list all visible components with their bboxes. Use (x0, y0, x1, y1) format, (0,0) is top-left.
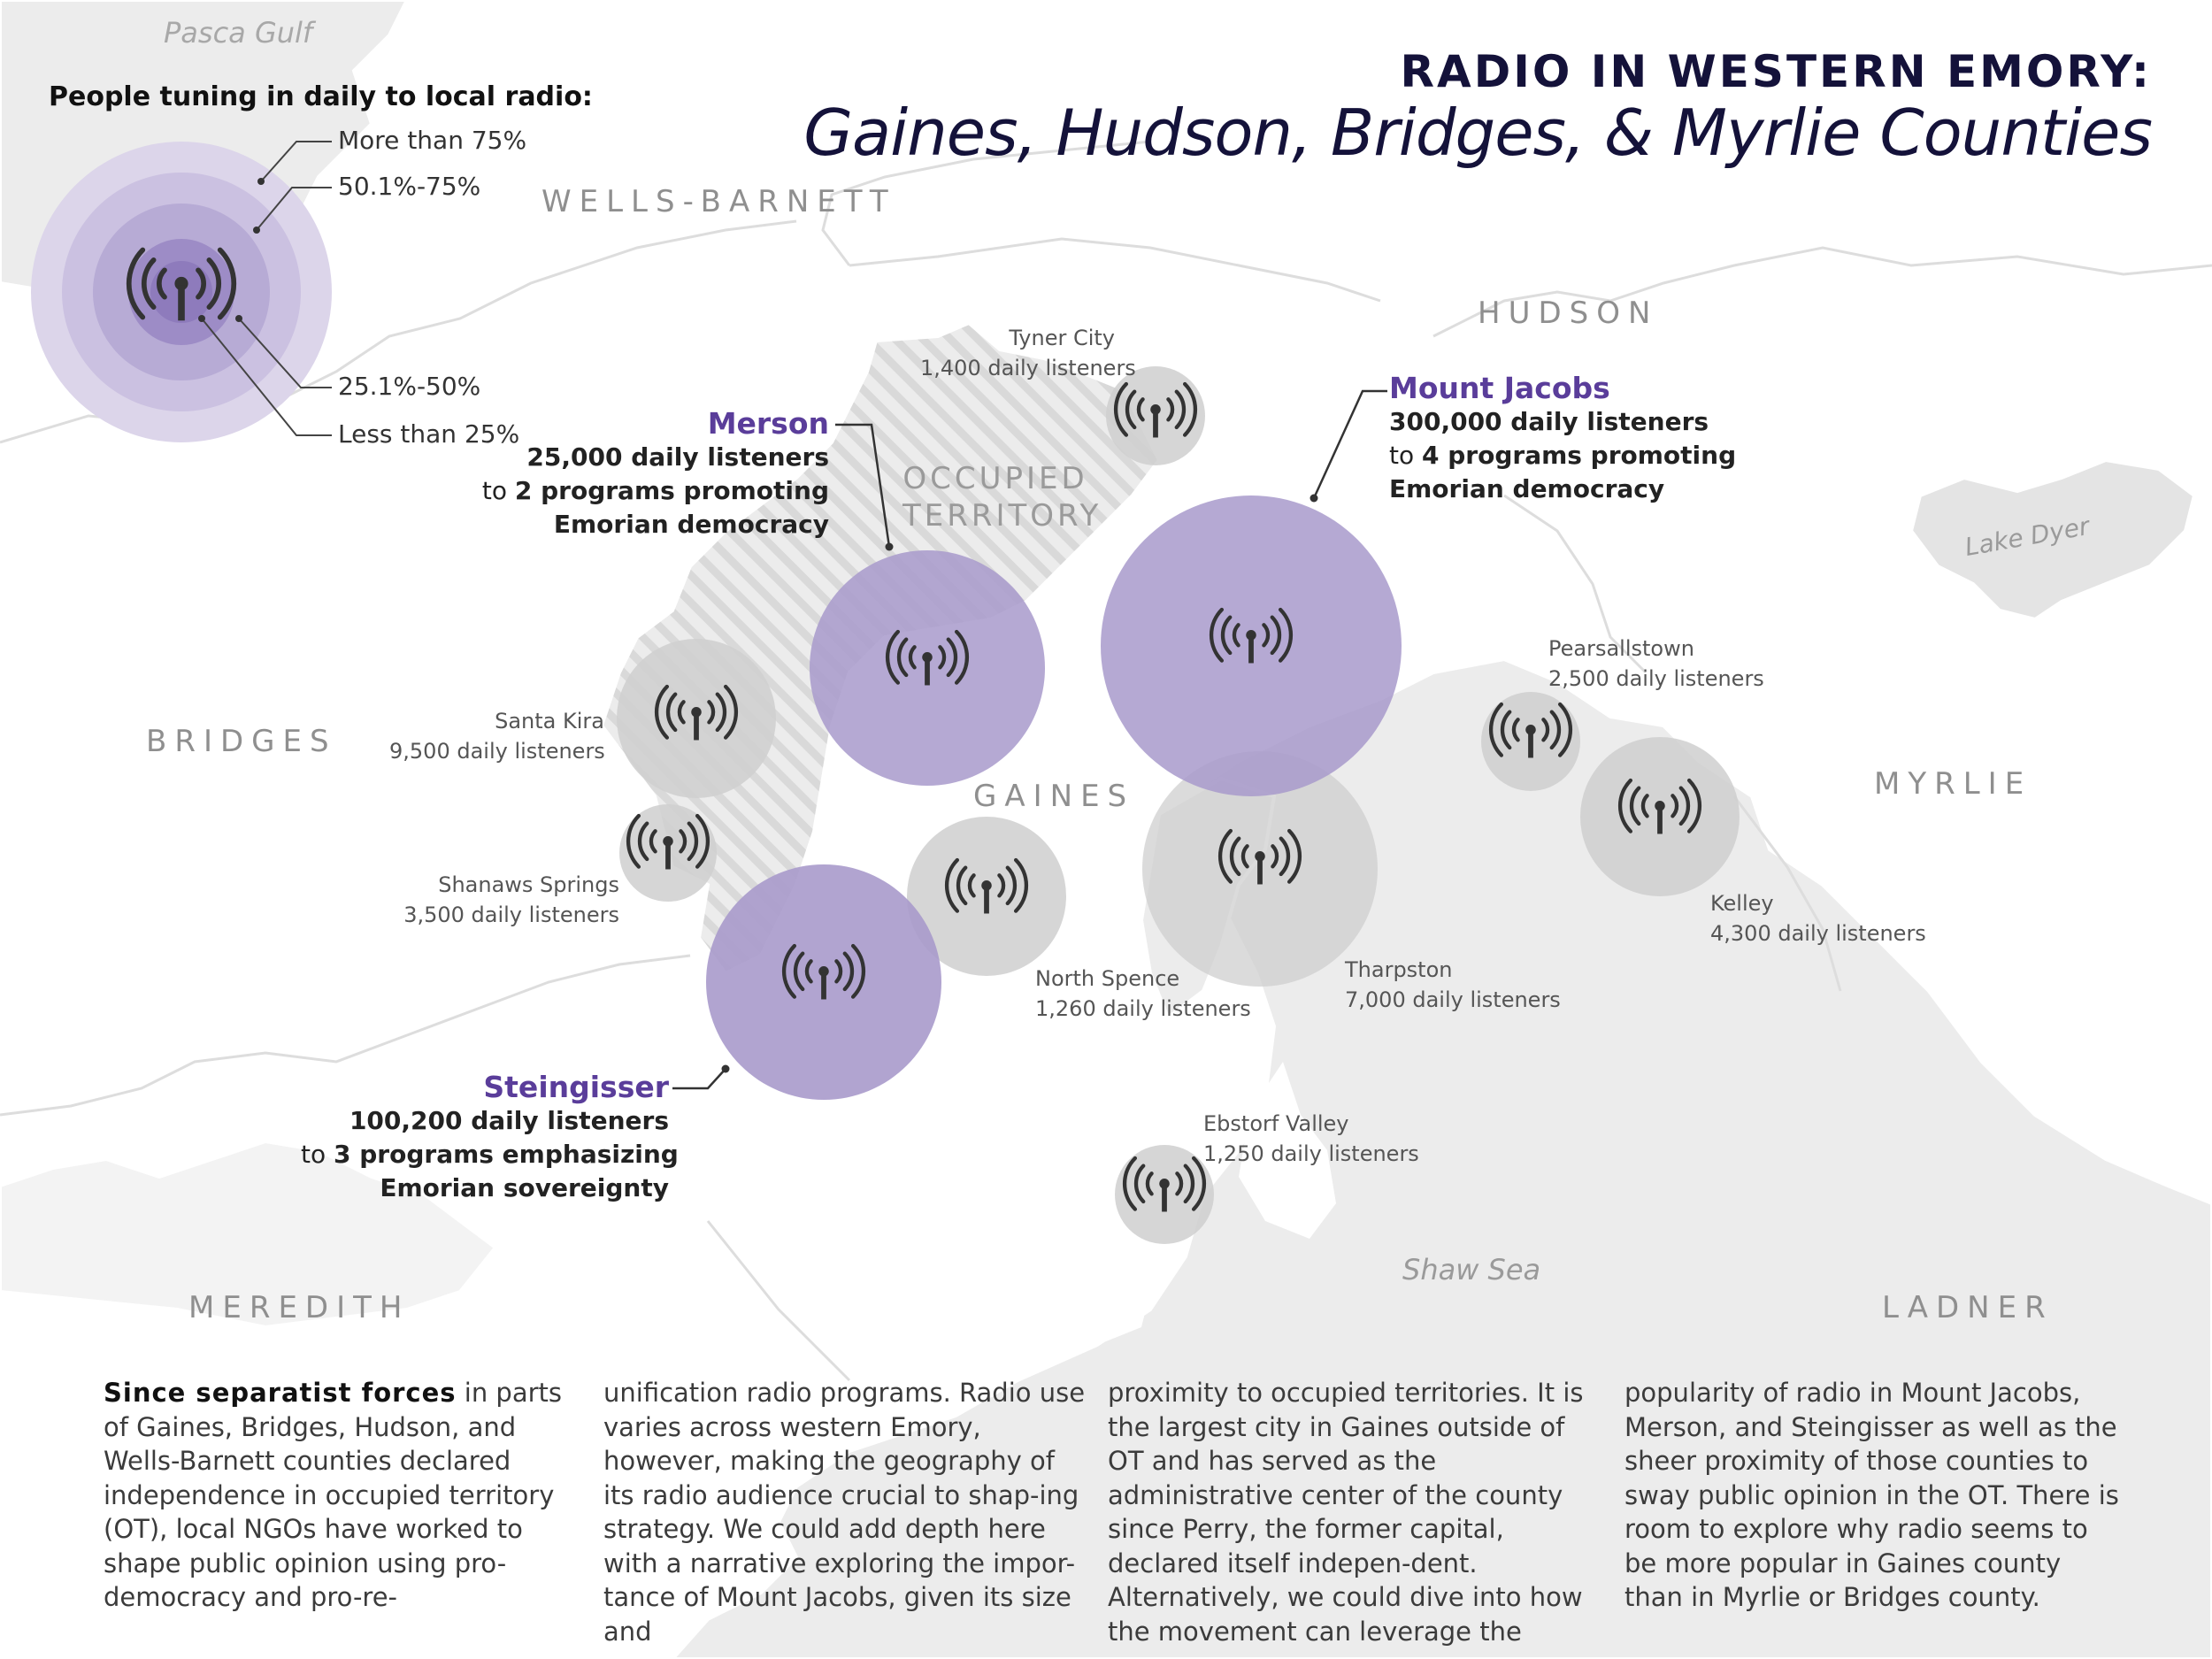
city-listeners: 1,260 daily listeners (1035, 996, 1251, 1021)
city-listeners: 9,500 daily listeners (389, 739, 605, 764)
callout-name: Mount Jacobs (1389, 371, 1610, 405)
water-label-pasca-gulf: Pasca Gulf (164, 16, 313, 50)
callout-name: Merson (707, 406, 829, 441)
city-name: Tharpston (1345, 957, 1453, 982)
callout-line-1: 100,200 daily listeners (301, 1104, 669, 1138)
city-label-santa-kira: Santa Kira 9,500 daily listeners (389, 706, 605, 766)
region-label-bridges: BRIDGES (146, 724, 337, 759)
region-label-wells-barnett: WELLS-BARNETT (541, 184, 896, 219)
water-label-shaw-sea: Shaw Sea (1402, 1253, 1541, 1286)
body-column-1: Since separatist forces in parts of Gain… (104, 1376, 586, 1615)
county-borders (0, 140, 2212, 1382)
city-name: Santa Kira (495, 709, 604, 733)
callout-program-count: 2 (514, 476, 533, 505)
city-name: Tyner City (1009, 326, 1115, 350)
city-label-kelley: Kelley 4,300 daily listeners (1710, 888, 1926, 949)
callout-prefix: to (301, 1140, 334, 1169)
city-label-tharpston: Tharpston 7,000 daily listeners (1345, 955, 1561, 1015)
callout-program-text: programs promoting (532, 476, 829, 505)
region-label-hudson: HUDSON (1478, 296, 1659, 331)
callout-line-1: 300,000 daily listeners (1389, 405, 1736, 439)
occupied-territory-label: OCCUPIED TERRITORY (902, 461, 1102, 534)
callout-line-2: to 4 programs promoting (1389, 439, 1736, 472)
callout-line-3: Emorian democracy (478, 508, 829, 541)
city-name: Ebstorf Valley (1203, 1111, 1349, 1136)
region-label-gaines: GAINES (973, 779, 1135, 814)
land-west-strip (0, 1139, 498, 1330)
city-name: Kelley (1710, 891, 1774, 916)
callout-prefix: to (481, 476, 515, 505)
city-name: Pearsallstown (1548, 636, 1694, 661)
city-name: North Spence (1035, 966, 1180, 991)
callout-count-suffix: daily listeners (462, 1106, 669, 1135)
city-label-pearsallstown: Pearsallstown 2,500 daily listeners (1548, 634, 1764, 694)
callout-program-count: 3 (334, 1140, 351, 1169)
land-lake-dyer (1909, 457, 2197, 622)
page-title: RADIO IN WESTERN EMORY: (1400, 46, 2152, 97)
water-inlet-2 (1239, 1062, 1336, 1239)
city-name: Shanaws Springs (438, 872, 619, 897)
water-inlet (1009, 1044, 1150, 1345)
city-listeners: 7,000 daily listeners (1345, 987, 1561, 1012)
callout-program-count: 4 (1422, 441, 1440, 470)
page-subtitle: Gaines, Hudson, Bridges, & Myrlie Counti… (803, 96, 2153, 170)
callout-line-2: to 2 programs promoting (478, 474, 829, 508)
region-label-myrlie: MYRLIE (1874, 766, 2032, 802)
callout-count: 300,000 (1389, 407, 1502, 436)
legend-leaders (201, 141, 332, 436)
callout-topic: Emorian sovereignty (380, 1173, 669, 1202)
callout-name: Steingisser (483, 1070, 669, 1104)
region-label-meredith: MEREDITH (188, 1290, 411, 1325)
callout-line-2: to 3 programs emphasizing (301, 1138, 679, 1171)
callout-program-text: programs emphasizing (350, 1140, 679, 1169)
callout-leader-dots (721, 494, 1318, 1073)
callout-count: 25,000 (526, 442, 623, 472)
legend-title: People tuning in daily to local radio: (49, 81, 593, 112)
callout-topic: Emorian democracy (553, 510, 829, 539)
city-label-ebstorf-valley: Ebstorf Valley 1,250 daily listeners (1203, 1109, 1419, 1169)
callout-mount-jacobs: Mount Jacobs 300,000 daily listeners to … (1389, 372, 1736, 506)
callout-count-suffix: daily listeners (1502, 407, 1709, 436)
callout-leaders (672, 389, 1387, 1090)
legend-item-more-than-75: More than 75% (338, 126, 527, 155)
city-listeners: 1,250 daily listeners (1203, 1141, 1419, 1166)
callout-line-1: 25,000 daily listeners (478, 441, 829, 474)
body-column-3: proximity to occupied territories. It is… (1108, 1378, 1584, 1647)
city-listeners: 4,300 daily listeners (1710, 921, 1926, 946)
callout-merson: Merson 25,000 daily listeners to 2 progr… (478, 407, 829, 541)
body-column-4: popularity of radio in Mount Jacobs, Mer… (1624, 1378, 2119, 1612)
callout-line-3: Emorian sovereignty (301, 1171, 669, 1205)
region-label-ladner: LADNER (1882, 1290, 2054, 1325)
city-listeners: 3,500 daily listeners (403, 902, 619, 927)
body-lead: Since separatist forces (104, 1378, 457, 1408)
legend-item-50-75: 50.1%-75% (338, 172, 481, 201)
callout-program-text: programs promoting (1439, 441, 1737, 470)
body-column-2: unification radio programs. Radio use va… (603, 1378, 1086, 1647)
city-label-north-spence: North Spence 1,260 daily listeners (1035, 964, 1251, 1024)
callout-count: 100,200 (349, 1106, 463, 1135)
callout-topic: Emorian democracy (1389, 474, 1665, 503)
legend-leader-dots (198, 178, 265, 322)
city-listeners: 1,400 daily listeners (920, 356, 1136, 380)
city-label-tyner-city: Tyner City 1,400 daily listeners (920, 323, 1136, 383)
callout-line-3: Emorian democracy (1389, 472, 1736, 506)
city-listeners: 2,500 daily listeners (1548, 666, 1764, 691)
callout-count-suffix: daily listeners (622, 442, 829, 472)
city-label-shanaws-springs: Shanaws Springs 3,500 daily listeners (389, 870, 619, 930)
legend-item-less-than-25: Less than 25% (338, 419, 520, 449)
body-text: in parts of Gaines, Bridges, Hudson, and… (104, 1378, 563, 1612)
callout-steingisser: Steingisser 100,200 daily listeners to 3… (301, 1070, 679, 1205)
callout-prefix: to (1389, 441, 1423, 470)
legend-item-25-50: 25.1%-50% (338, 372, 481, 401)
